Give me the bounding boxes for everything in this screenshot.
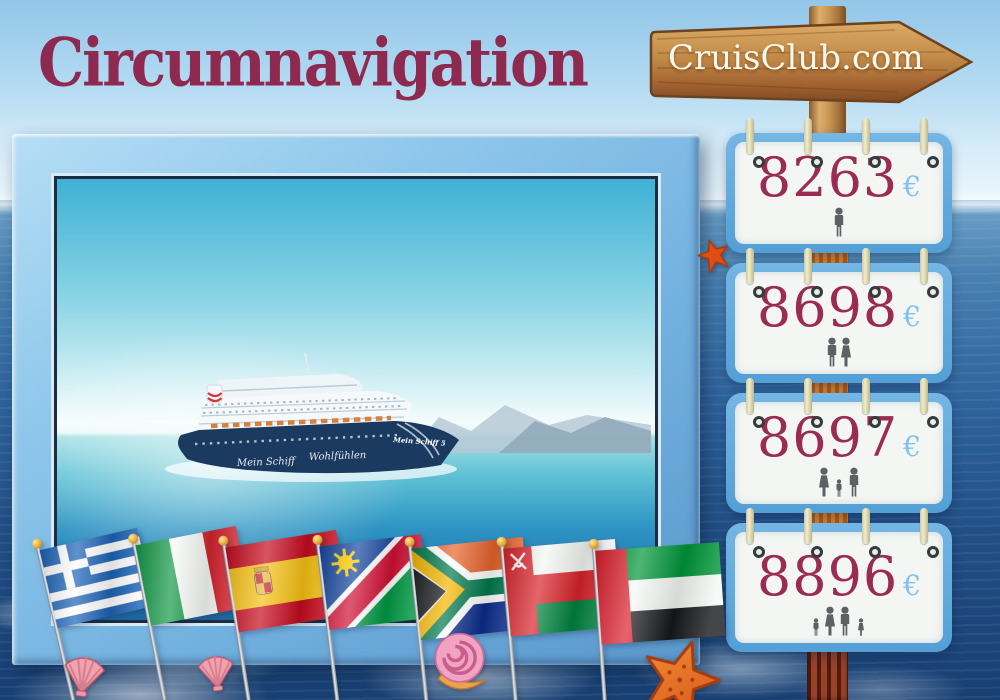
pole-rope-wrap xyxy=(807,380,848,394)
ring-icon xyxy=(804,508,812,544)
hull-script-right: Wohlfühlen xyxy=(309,450,367,463)
pole-rope-wrap xyxy=(807,250,848,264)
starfish-icon xyxy=(697,239,729,274)
euro-icon: € xyxy=(903,170,922,203)
ring-icon xyxy=(920,248,928,284)
ship-mast xyxy=(304,352,310,376)
scallop-shell-icon xyxy=(197,655,234,692)
single-adult-icon xyxy=(834,207,844,237)
ring-icon xyxy=(920,118,928,154)
namibia-sun-icon xyxy=(331,548,360,577)
site-link[interactable]: CruisClub.com xyxy=(668,38,924,78)
euro-icon: € xyxy=(903,300,922,333)
page-title: Circumnavigation xyxy=(38,24,589,102)
grommet-icon xyxy=(811,156,823,168)
grommet-icon xyxy=(753,416,765,428)
grommet-icon xyxy=(811,286,823,298)
grommet-icon xyxy=(811,416,823,428)
ship-lifeboats xyxy=(210,415,392,429)
grommet-icon xyxy=(927,156,939,168)
ring-icon xyxy=(746,378,754,414)
ring-icon xyxy=(920,378,928,414)
ring-icon xyxy=(746,248,754,284)
price-board-family-4[interactable]: 8896 € xyxy=(726,508,952,652)
ring-icon xyxy=(804,248,812,284)
ring-icon xyxy=(862,118,870,154)
ship-name-label: Mein Schiff 5 xyxy=(392,435,446,448)
grommet-icon xyxy=(869,156,881,168)
grommet-icon xyxy=(927,416,939,428)
starfish-icon xyxy=(643,640,722,700)
grommet-icon xyxy=(869,286,881,298)
grommet-icon xyxy=(927,286,939,298)
price-board-single[interactable]: 8263 € xyxy=(726,118,952,253)
price-board-couple[interactable]: 8698 € xyxy=(726,248,952,383)
ring-icon xyxy=(862,508,870,544)
ship-funnel xyxy=(206,384,223,403)
euro-icon: € xyxy=(903,569,922,602)
ring-icon xyxy=(920,508,928,544)
spain-coat-of-arms xyxy=(253,565,273,596)
ring-icon xyxy=(804,378,812,414)
euro-icon: € xyxy=(903,430,922,463)
oman-emblem-icon xyxy=(509,552,527,571)
cruise-ship: Mein Schiff 5 Mein Schiff Wohlfühlen xyxy=(165,352,459,482)
grommet-icon xyxy=(869,546,881,558)
ship-hull xyxy=(178,421,459,474)
ship-upper-deck xyxy=(215,374,363,399)
signpost-arrow xyxy=(649,20,974,104)
ring-icon xyxy=(862,378,870,414)
grommet-icon xyxy=(869,416,881,428)
grommet-icon xyxy=(753,546,765,558)
family-two-adults-two-children-icon xyxy=(813,606,864,636)
mountain-range xyxy=(409,405,651,453)
grommet-icon xyxy=(927,546,939,558)
hull-script-left: Mein Schiff xyxy=(236,456,297,469)
family-two-adults-one-child-icon xyxy=(819,467,859,497)
ring-icon xyxy=(804,118,812,154)
ring-icon xyxy=(746,508,754,544)
ring-icon xyxy=(862,248,870,284)
spiral-shell-icon xyxy=(434,632,487,690)
grommet-icon xyxy=(753,156,765,168)
ring-icon xyxy=(746,118,754,154)
price-board-family-3[interactable]: 8697 € xyxy=(726,378,952,513)
couple-icon xyxy=(827,337,851,367)
scallop-shell-icon xyxy=(64,656,106,698)
grommet-icon xyxy=(811,546,823,558)
price-value: 8896 xyxy=(756,545,899,608)
pole-rope-wrap xyxy=(807,510,848,524)
grommet-icon xyxy=(753,286,765,298)
